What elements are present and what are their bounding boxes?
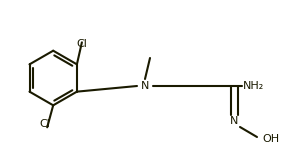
Text: N: N [141,81,149,91]
Text: Cl: Cl [40,119,51,129]
Text: Cl: Cl [77,39,87,49]
Text: NH₂: NH₂ [243,81,264,91]
Text: OH: OH [262,134,279,144]
Text: N: N [230,116,238,126]
